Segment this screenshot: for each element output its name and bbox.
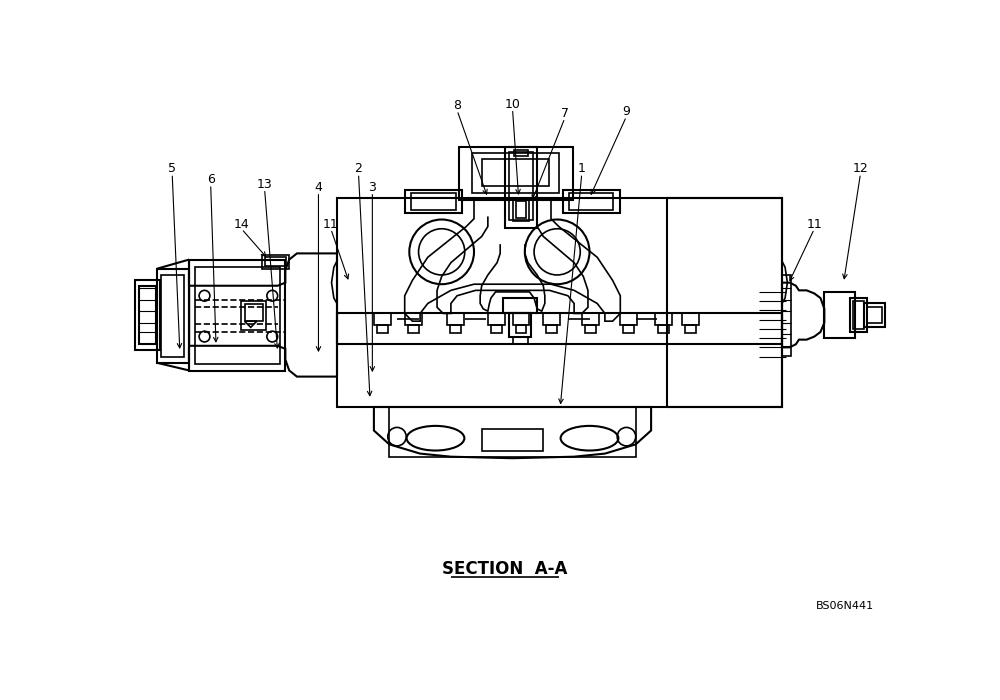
Bar: [405, 190, 462, 214]
Bar: [867, 307, 882, 323]
Bar: [666, 198, 782, 407]
Text: 5: 5: [168, 162, 176, 175]
Bar: [516, 201, 526, 218]
Bar: [374, 314, 391, 325]
Bar: [514, 150, 528, 156]
Bar: [389, 407, 636, 458]
Bar: [512, 337, 528, 344]
Bar: [685, 325, 696, 332]
Text: 11: 11: [323, 218, 339, 230]
Text: 14: 14: [234, 218, 249, 230]
Bar: [491, 325, 502, 332]
Bar: [512, 314, 529, 325]
Bar: [405, 314, 422, 325]
Bar: [459, 147, 573, 200]
Bar: [620, 314, 637, 325]
Bar: [337, 314, 782, 344]
Bar: [245, 304, 263, 321]
Bar: [503, 298, 537, 314]
Bar: [488, 314, 505, 325]
Bar: [408, 325, 419, 332]
Text: 1: 1: [578, 162, 586, 175]
Bar: [377, 325, 388, 332]
Text: 3: 3: [368, 181, 376, 194]
Text: 8: 8: [453, 99, 461, 112]
Bar: [782, 275, 791, 356]
Text: 10: 10: [505, 97, 520, 111]
Text: SECTION  A-A: SECTION A-A: [442, 560, 567, 578]
Bar: [509, 314, 531, 337]
Bar: [864, 304, 885, 327]
Bar: [161, 275, 184, 356]
Bar: [512, 198, 529, 221]
Bar: [585, 325, 596, 332]
Text: 4: 4: [315, 181, 322, 194]
Bar: [195, 267, 280, 364]
Bar: [853, 301, 864, 329]
Bar: [850, 298, 867, 332]
Text: 2: 2: [355, 162, 362, 175]
Bar: [139, 286, 156, 344]
Bar: [505, 147, 537, 228]
Bar: [411, 193, 456, 210]
Text: 13: 13: [257, 178, 272, 190]
Bar: [563, 190, 620, 214]
Bar: [682, 314, 699, 325]
Bar: [482, 160, 549, 186]
Text: 7: 7: [561, 107, 569, 120]
Text: 11: 11: [806, 218, 822, 230]
Bar: [623, 325, 634, 332]
Text: 9: 9: [623, 105, 630, 118]
Bar: [658, 325, 669, 332]
Bar: [472, 153, 559, 193]
Bar: [265, 258, 286, 267]
Text: 6: 6: [207, 173, 215, 186]
Bar: [655, 314, 672, 325]
Bar: [509, 152, 533, 220]
Bar: [189, 260, 285, 371]
Bar: [450, 325, 461, 332]
Bar: [447, 314, 464, 325]
Bar: [157, 269, 189, 363]
Bar: [482, 429, 543, 451]
Bar: [569, 193, 613, 210]
Bar: [241, 301, 266, 330]
Bar: [824, 292, 855, 338]
Bar: [337, 198, 782, 407]
Bar: [543, 314, 560, 325]
Text: BS06N441: BS06N441: [816, 601, 874, 612]
Bar: [546, 325, 557, 332]
Bar: [135, 281, 160, 350]
Bar: [262, 255, 289, 269]
Text: 12: 12: [853, 162, 868, 175]
Bar: [582, 314, 599, 325]
Bar: [516, 325, 526, 332]
